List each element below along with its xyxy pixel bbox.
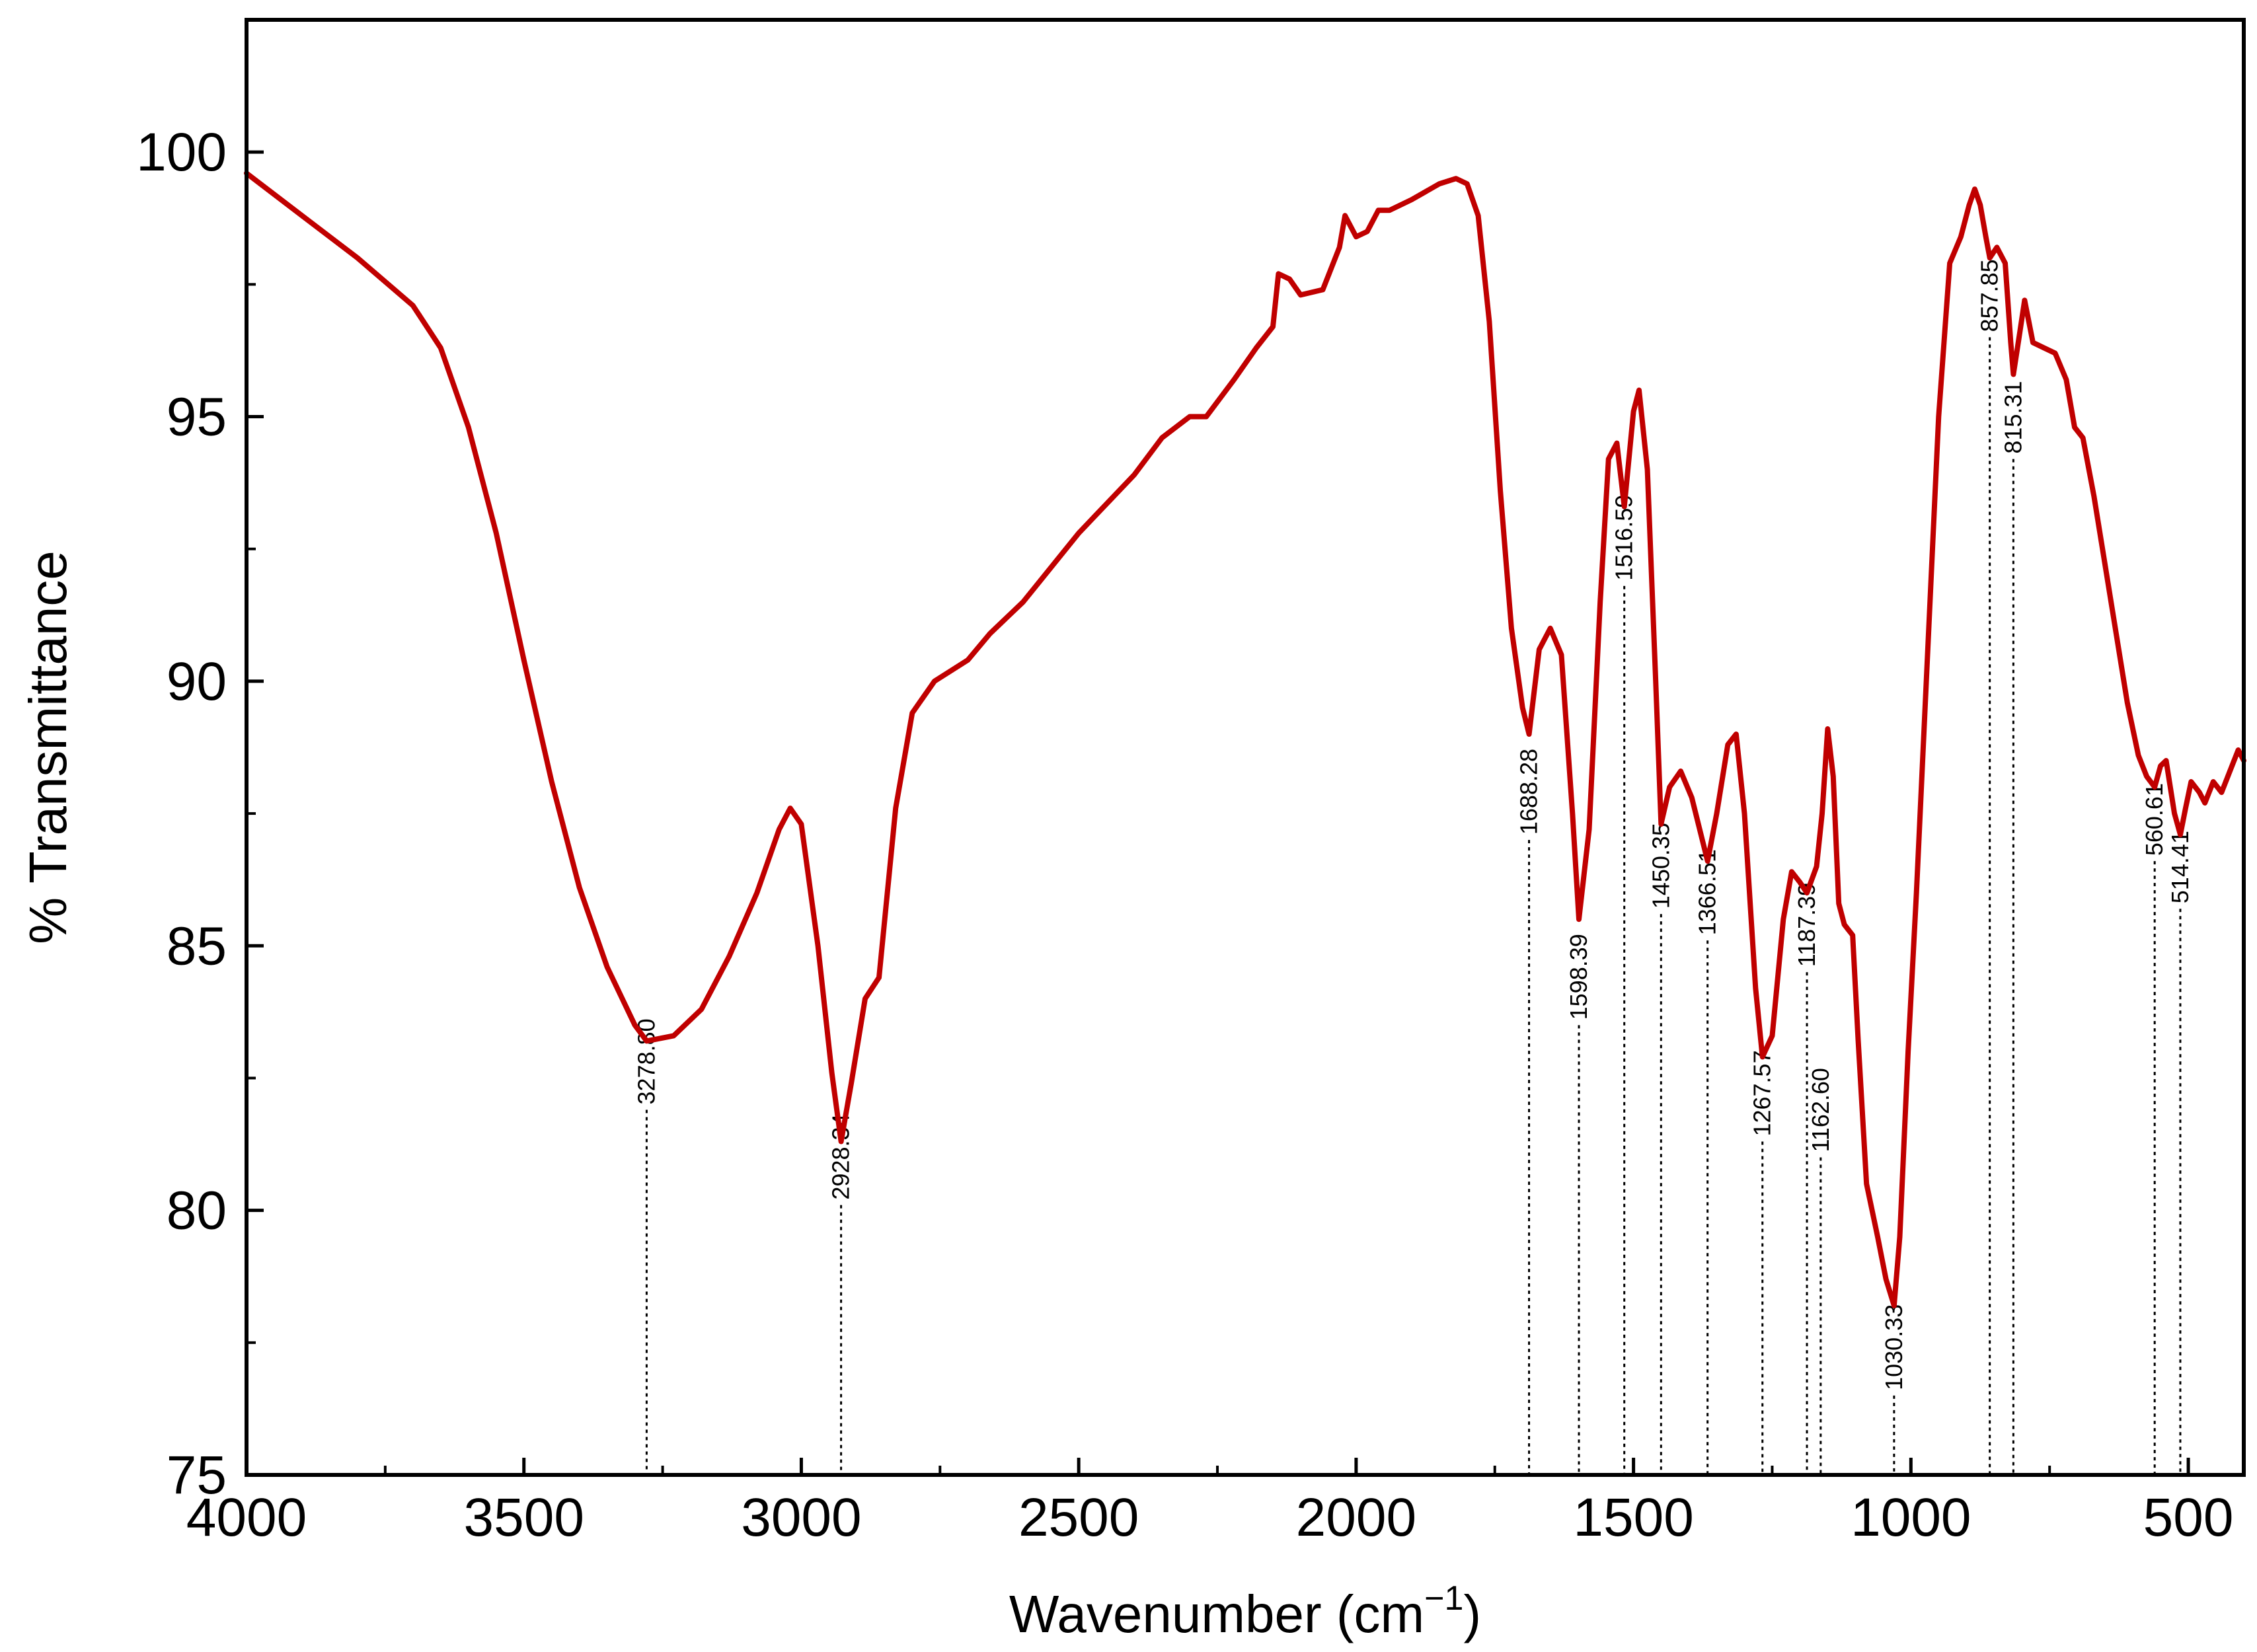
peak-label: 1162.60 xyxy=(1807,1068,1834,1152)
x-tick-label: 3000 xyxy=(741,1487,861,1548)
peak-label: 1187.39 xyxy=(1793,883,1820,967)
x-tick-label: 2000 xyxy=(1296,1487,1416,1548)
y-tick-label: 80 xyxy=(167,1181,227,1241)
peak-label: 815.31 xyxy=(1999,381,2026,453)
peak-label: 1267.57 xyxy=(1749,1050,1776,1136)
y-tick-label: 90 xyxy=(167,652,227,712)
y-tick-label: 75 xyxy=(167,1445,227,1505)
x-tick-label: 4000 xyxy=(186,1487,307,1548)
x-axis-title-close: ) xyxy=(1463,1585,1481,1643)
spectrum-line xyxy=(244,170,2246,1308)
peak-label: 560.61 xyxy=(2141,783,2168,856)
y-tick-label: 85 xyxy=(167,916,227,976)
axis-ticks: 4000 3500 3000 2500 2000 1500 1000 500 75 80 85 90 9… xyxy=(136,122,2233,1548)
x-tick-label: 3500 xyxy=(464,1487,584,1548)
peak-annotations: 3278.802928.341688.281598.391516.591450.… xyxy=(632,259,2194,1475)
peak-label: 3278.80 xyxy=(632,1018,660,1104)
peak-label: 1450.35 xyxy=(1647,823,1674,909)
x-tick-label: 2500 xyxy=(1018,1487,1139,1548)
x-tick-label: 1000 xyxy=(1851,1487,1971,1548)
x-axis-title-text: Wavenumber (cm xyxy=(1009,1585,1424,1643)
peak-label: 1688.28 xyxy=(1515,749,1543,835)
peak-label: 1030.33 xyxy=(1880,1304,1907,1390)
peak-label: 857.85 xyxy=(1976,259,2003,332)
plot-frame xyxy=(245,18,2246,1477)
x-axis-title-superscript: −1 xyxy=(1424,1579,1463,1618)
peak-label: 514.41 xyxy=(2166,831,2194,903)
y-tick-label: 95 xyxy=(167,387,227,447)
x-tick-label: 1500 xyxy=(1573,1487,1693,1548)
y-axis-title: % Transmittance xyxy=(19,550,77,944)
y-tick-label: 100 xyxy=(136,122,227,182)
x-axis-title: Wavenumber (cm−1) xyxy=(1009,1579,1481,1643)
peak-label: 1598.39 xyxy=(1565,934,1592,1020)
x-tick-label: 500 xyxy=(2143,1487,2234,1548)
